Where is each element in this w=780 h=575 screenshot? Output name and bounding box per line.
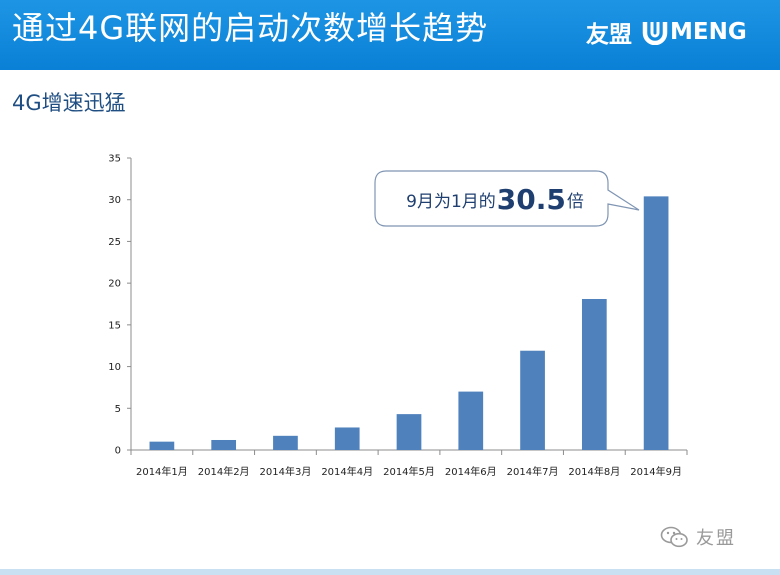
y-tick-label: 25 (108, 237, 121, 248)
y-tick-label: 35 (108, 154, 121, 165)
callout-value: 30.5 (496, 182, 566, 216)
x-tick-label: 2014年7月 (507, 465, 559, 478)
y-tick-label: 30 (108, 195, 121, 206)
y-tick-label: 20 (108, 279, 121, 290)
x-tick-label: 2014年2月 (198, 465, 250, 478)
brand-name-cn: 友盟 (586, 22, 632, 48)
brand-name-en: MENG (670, 19, 747, 45)
x-tick-label: 2014年8月 (568, 465, 620, 478)
x-tick-label: 2014年3月 (260, 465, 312, 478)
umeng-logo-icon (642, 22, 668, 45)
callout-bubble (374, 170, 640, 227)
header-banner: 通过4G联网的启动次数增长趋势 友盟 MENG (0, 0, 780, 70)
bar-3 (273, 435, 298, 450)
slide-subtitle: 4G增速迅猛 (12, 91, 126, 115)
bar-8 (581, 298, 607, 450)
watermark: 友盟 (660, 522, 736, 552)
bar-2 (211, 439, 237, 450)
page-title: 通过4G联网的启动次数增长趋势 (12, 9, 489, 47)
x-tick-label: 2014年5月 (383, 465, 435, 478)
y-tick-label: 10 (108, 362, 121, 373)
x-tick-label: 2014年9月 (630, 465, 682, 478)
brand-logo: 友盟 MENG (586, 14, 747, 50)
x-tick-label: 2014年6月 (445, 465, 497, 478)
y-tick-label: 0 (115, 446, 121, 457)
bar-7 (520, 350, 545, 450)
bar-1 (149, 441, 175, 450)
footer-bar (0, 569, 780, 575)
y-tick-label: 5 (115, 404, 121, 415)
wechat-icon (660, 526, 688, 548)
callout-suffix: 倍 (566, 191, 584, 212)
x-tick-label: 2014年1月 (136, 465, 188, 478)
bar-4 (334, 427, 360, 450)
bar-5 (396, 414, 422, 450)
x-tick-label: 2014年4月 (321, 465, 373, 478)
y-tick-label: 15 (108, 320, 121, 331)
callout-text: 9月为1月的 30.5 倍 (390, 174, 600, 224)
callout-prefix: 9月为1月的 (406, 191, 496, 212)
watermark-text: 友盟 (696, 528, 736, 549)
bar-9 (643, 196, 669, 450)
bar-6 (458, 391, 484, 450)
